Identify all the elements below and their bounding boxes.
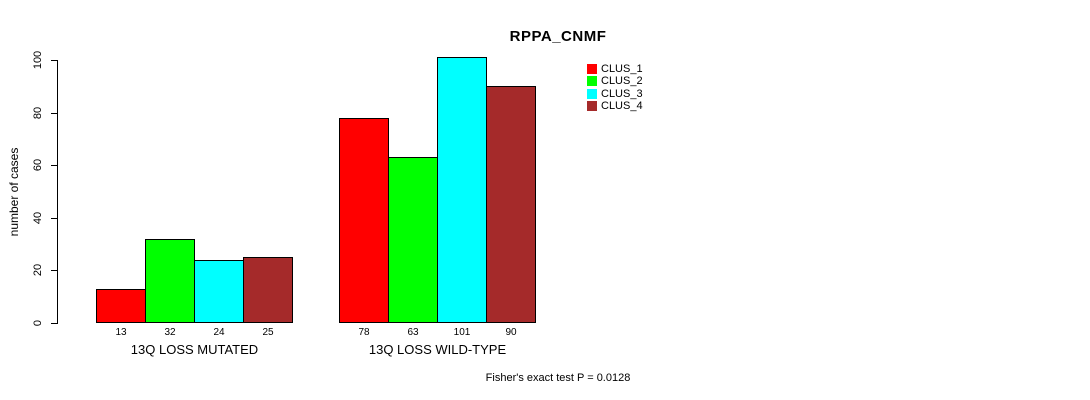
bar-value-label: 101: [453, 327, 471, 338]
bar-value-label: 78: [358, 327, 370, 338]
group-label-2: 13Q LOSS WILD-TYPE: [368, 342, 507, 357]
bar-clus_3-2: [437, 57, 487, 323]
y-tick: [51, 165, 58, 167]
fisher-test-annotation: Fisher's exact test P = 0.0128: [485, 372, 631, 384]
y-tick: [51, 270, 58, 272]
legend-row: CLUS_3: [587, 88, 643, 100]
y-tick: [51, 60, 58, 61]
y-tick-label: 60: [32, 159, 44, 172]
y-tick-label: 100: [32, 50, 44, 70]
group-label-1: 13Q LOSS MUTATED: [130, 342, 259, 357]
legend-row: CLUS_1: [587, 63, 643, 75]
bar-clus_1-2: [339, 117, 389, 323]
y-axis-label: number of cases: [7, 147, 21, 237]
y-tick-label: 20: [32, 264, 44, 277]
bar-value-label: 90: [505, 327, 517, 338]
y-tick-label: 0: [32, 319, 44, 327]
legend-swatch-clus_3: [587, 88, 597, 99]
legend-label: CLUS_1: [601, 63, 643, 76]
y-axis-line: [57, 60, 58, 323]
bar-value-label: 25: [262, 327, 274, 338]
chart-title: RPPA_CNMF: [509, 28, 607, 45]
y-tick: [51, 217, 58, 219]
legend: CLUS_1 CLUS_2 CLUS_3 CLUS_4: [587, 63, 643, 112]
legend-label: CLUS_2: [601, 75, 643, 88]
bar-value-label: 32: [164, 327, 176, 338]
legend-row: CLUS_4: [587, 100, 643, 112]
bar-clus_4-1: [243, 257, 293, 323]
y-tick-label: 40: [32, 211, 44, 224]
bar-value-label: 24: [213, 327, 225, 338]
bar-clus_2-1: [145, 238, 195, 323]
legend-swatch-clus_1: [587, 64, 597, 75]
bar-clus_1-1: [96, 288, 146, 323]
legend-swatch-clus_2: [587, 76, 597, 87]
bar-clus_4-2: [486, 86, 536, 323]
y-tick: [51, 323, 58, 324]
legend-label: CLUS_4: [601, 100, 643, 113]
bar-clus_3-1: [194, 259, 244, 323]
bar-clus_2-2: [388, 157, 438, 323]
legend-row: CLUS_2: [587, 75, 643, 87]
legend-label: CLUS_3: [601, 87, 643, 100]
legend-swatch-clus_4: [587, 101, 597, 112]
y-tick: [51, 112, 58, 114]
bar-value-label: 13: [115, 327, 127, 338]
bar-value-label: 63: [407, 327, 419, 338]
y-tick-label: 80: [32, 106, 44, 119]
